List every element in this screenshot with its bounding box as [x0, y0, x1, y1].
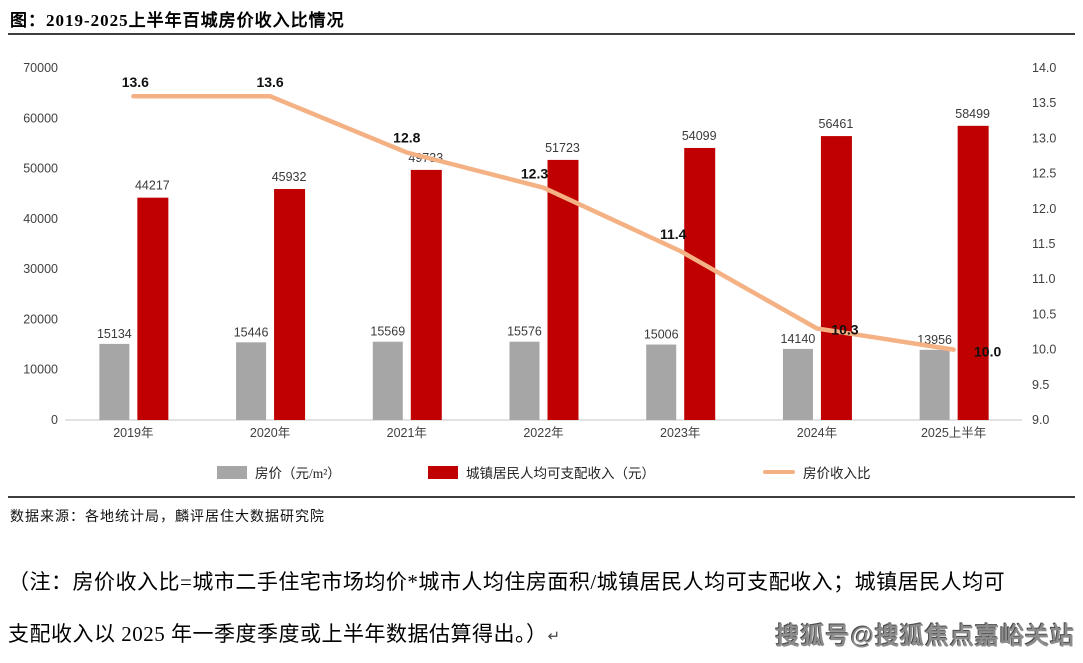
income-bar-label: 45932	[272, 170, 307, 184]
price-bar	[509, 341, 540, 420]
page-title: 图：2019-2025上半年百城房价收入比情况	[10, 11, 345, 30]
price-bar	[782, 348, 813, 420]
ratio-point-label: 13.6	[256, 74, 283, 90]
left-axis-tick: 70000	[23, 61, 58, 75]
category-label: 2023年	[660, 426, 700, 440]
income-bar-label: 58499	[955, 107, 990, 121]
right-axis-tick: 11.5	[1032, 237, 1055, 251]
watermark-text: 搜狐号@搜狐焦点嘉峪关站	[775, 623, 1075, 650]
left-axis-tick: 50000	[23, 162, 58, 176]
ratio-point-label: 10.0	[974, 344, 1001, 360]
legend-label-price: 房价（元/m²）	[255, 466, 341, 481]
income-bar-label: 44217	[135, 179, 170, 193]
ratio-line	[131, 93, 956, 352]
income-bar	[684, 147, 716, 420]
left-axis-tick: 0	[51, 413, 58, 427]
right-axis-tick: 13.0	[1032, 131, 1056, 145]
income-bar-label: 54099	[682, 129, 717, 143]
ratio-line-swatch	[763, 470, 795, 474]
income-bar-label: 51723	[545, 141, 580, 155]
chart-note: （注：房价收入比=城市二手住宅市场均价*城市人均住房面积/城镇居民人均可支配收入…	[8, 556, 1078, 663]
category-label: 2021年	[387, 426, 427, 440]
price-bar-label: 15134	[97, 327, 132, 341]
note-line1: （注：房价收入比=城市二手住宅市场均价*城市人均住房面积/城镇居民人均可支配收入…	[8, 570, 1006, 594]
right-axis-tick: 13.5	[1032, 96, 1056, 110]
category-label: 2024年	[797, 426, 837, 440]
category-label: 2020年	[250, 426, 290, 440]
chart-legend: 房价（元/m²） 城镇居民人均可支配收入（元） 房价收入比	[0, 462, 1083, 482]
right-axis-tick: 9.0	[1032, 413, 1049, 427]
legend-item-income[interactable]: 城镇居民人均可支配收入（元）	[428, 462, 655, 482]
note-line2: 支配收入以 2025 年一季度季度或上半年数据估算得出。）	[8, 622, 548, 646]
income-bar	[820, 136, 852, 420]
price-bar-label: 14140	[781, 332, 816, 346]
legend-label-income: 城镇居民人均可支配收入（元）	[466, 466, 655, 481]
right-axis-tick: 12.0	[1032, 202, 1056, 216]
title-divider	[8, 33, 1075, 35]
right-axis-tick: 10.0	[1032, 343, 1056, 357]
legend-label-ratio: 房价收入比	[803, 466, 871, 481]
ratio-point-label: 13.6	[122, 74, 149, 90]
price-bar-label: 15446	[234, 325, 269, 339]
ratio-point-label: 11.4	[660, 226, 687, 242]
price-bar	[372, 341, 403, 420]
legend-item-price[interactable]: 房价（元/m²）	[217, 462, 341, 482]
left-axis-tick: 30000	[23, 262, 58, 276]
right-axis-tick: 11.0	[1032, 272, 1055, 286]
income-bar	[274, 189, 306, 420]
ratio-point-label: 12.3	[521, 166, 548, 182]
right-axis-tick: 12.5	[1032, 167, 1056, 181]
category-label: 2019年	[113, 426, 153, 440]
right-axis-tick: 10.5	[1032, 307, 1056, 321]
ratio-point-label: 12.8	[393, 129, 420, 145]
footer-divider	[8, 496, 1075, 498]
income-bar	[957, 125, 989, 420]
category-label: 2022年	[523, 426, 563, 440]
price-bar-label: 15006	[644, 328, 679, 342]
price-bar-swatch	[217, 465, 247, 479]
income-bar-swatch	[428, 465, 458, 479]
legend-item-ratio[interactable]: 房价收入比	[763, 462, 871, 482]
right-axis-tick: 14.0	[1032, 61, 1056, 75]
left-axis-tick: 10000	[23, 363, 58, 377]
left-axis-tick: 40000	[23, 212, 58, 226]
income-bar	[137, 197, 169, 420]
income-bar	[410, 169, 442, 420]
income-bar-label: 56461	[819, 117, 854, 131]
data-source-text: 数据来源：各地统计局，麟评居住大数据研究院	[10, 510, 325, 525]
price-bar	[646, 344, 677, 420]
price-bar	[236, 342, 267, 420]
ratio-point-label: 10.3	[831, 321, 858, 337]
right-axis-tick: 9.5	[1032, 378, 1049, 392]
price-bar-label: 15576	[507, 325, 542, 339]
price-bar-label: 15569	[370, 325, 405, 339]
left-axis-tick: 20000	[23, 312, 58, 326]
price-bar	[99, 343, 130, 420]
left-axis-tick: 60000	[23, 111, 58, 125]
category-label: 2025上半年	[921, 426, 986, 440]
price-bar	[919, 349, 950, 420]
paragraph-mark-icon: ↵	[547, 629, 561, 645]
